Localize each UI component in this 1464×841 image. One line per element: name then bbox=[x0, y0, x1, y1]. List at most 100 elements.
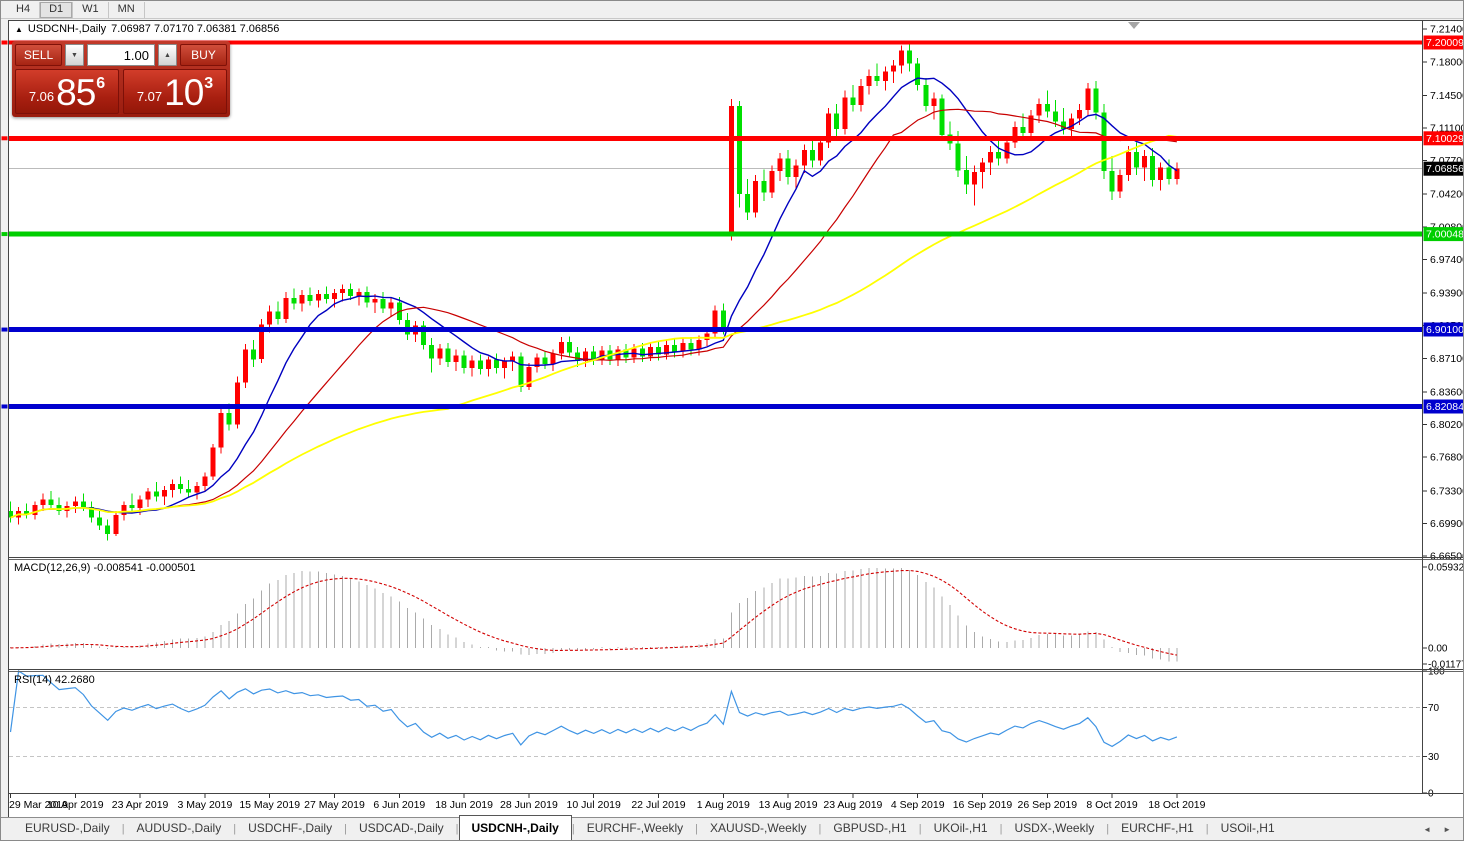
svg-text:0.059323: 0.059323 bbox=[1428, 563, 1464, 574]
moving-averages-layer bbox=[10, 77, 1178, 519]
svg-text:70: 70 bbox=[1428, 703, 1440, 714]
chart-tab-usdchf-daily[interactable]: USDCHF-,Daily bbox=[248, 821, 333, 835]
svg-text:16 Sep 2019: 16 Sep 2019 bbox=[953, 799, 1013, 811]
timeframe-mn-button[interactable]: MN bbox=[109, 1, 145, 18]
buy-price-prefix: 7.07 bbox=[136, 89, 163, 104]
chart-ohlc-values: 7.06987 7.07170 7.06381 7.06856 bbox=[111, 23, 280, 35]
buy-price-big: 10 bbox=[164, 71, 204, 113]
svg-text:7.21400: 7.21400 bbox=[1430, 24, 1464, 36]
sell-price-prefix: 7.06 bbox=[28, 89, 55, 104]
svg-text:18 Oct 2019: 18 Oct 2019 bbox=[1148, 799, 1205, 811]
tab-separator: | bbox=[571, 823, 575, 835]
tab-separator: | bbox=[344, 823, 347, 835]
horizontal-lines-layer[interactable] bbox=[1, 40, 1424, 409]
tabs-scroll-left-icon[interactable]: ◄ bbox=[1423, 825, 1432, 834]
chart-tab-eurchf-h1[interactable]: EURCHF-,H1 bbox=[1121, 821, 1194, 835]
tab-separator: | bbox=[695, 823, 699, 835]
timeframe-h4-button[interactable]: H4 bbox=[7, 1, 41, 18]
collapse-panel-icon[interactable]: ▲ bbox=[15, 24, 23, 34]
chart-shift-icon[interactable] bbox=[1128, 22, 1140, 29]
svg-text:29 Mar 2019: 29 Mar 2019 bbox=[9, 799, 68, 811]
chart-tab-eurusd-daily[interactable]: EURUSD-,Daily bbox=[25, 821, 110, 835]
chart-tab-audusd-daily[interactable]: AUDUSD-,Daily bbox=[136, 821, 222, 835]
chart-tab-usdcnh-daily[interactable]: USDCNH-,Daily bbox=[458, 815, 572, 840]
svg-text:7.04200: 7.04200 bbox=[1430, 189, 1464, 201]
buy-price-sup: 3 bbox=[204, 75, 214, 92]
chart-tab-gbpusd-h1[interactable]: GBPUSD-,H1 bbox=[833, 821, 907, 835]
svg-text:7.06856: 7.06856 bbox=[1426, 163, 1464, 175]
chart-tab-usdcad-daily[interactable]: USDCAD-,Daily bbox=[358, 821, 444, 835]
spin-up-icon: ▲ bbox=[164, 51, 171, 59]
svg-text:-0.011773: -0.011773 bbox=[1428, 660, 1464, 671]
timeframe-toolbar: H4 D1 W1 MN bbox=[1, 1, 1463, 19]
svg-text:23 Aug 2019: 23 Aug 2019 bbox=[823, 799, 882, 811]
tabs-scroll-right-icon[interactable]: ► bbox=[1443, 825, 1451, 834]
panel-frames bbox=[8, 20, 1463, 817]
svg-text:7.14500: 7.14500 bbox=[1430, 90, 1464, 102]
timeframe-d1-button[interactable]: D1 bbox=[40, 1, 74, 18]
svg-text:8 Oct 2019: 8 Oct 2019 bbox=[1086, 799, 1138, 811]
chart-tab-usdx-weekly[interactable]: USDX-,Weekly bbox=[1014, 821, 1095, 835]
svg-text:7.20009: 7.20009 bbox=[1426, 37, 1464, 49]
svg-text:6.83600: 6.83600 bbox=[1430, 386, 1464, 398]
timeframe-w1-button[interactable]: W1 bbox=[73, 1, 109, 18]
chart-tabs-bar: EURUSD-,Daily | AUDUSD-,Daily | USDCHF-,Dail… bbox=[1, 815, 1463, 840]
volume-input[interactable] bbox=[87, 44, 155, 66]
tab-separator: | bbox=[1205, 823, 1209, 835]
one-click-trading-panel: SELL ▼ ▲ BUY 7.06 85 6 7.07 10 3 bbox=[12, 41, 230, 117]
svg-text:7.00048: 7.00048 bbox=[1426, 229, 1464, 241]
macd-indicator-label: MACD(12,26,9) -0.008541 -0.000501 bbox=[14, 562, 196, 574]
svg-text:6.69900: 6.69900 bbox=[1430, 518, 1464, 530]
tab-separator: | bbox=[818, 823, 822, 835]
svg-text:0.00: 0.00 bbox=[1428, 643, 1448, 654]
svg-text:27 May 2019: 27 May 2019 bbox=[304, 799, 365, 811]
svg-text:18 Jun 2019: 18 Jun 2019 bbox=[435, 799, 493, 811]
svg-text:6.76800: 6.76800 bbox=[1430, 452, 1464, 464]
tab-separator: | bbox=[121, 823, 125, 835]
sell-price-sup: 6 bbox=[96, 75, 106, 92]
chart-symbol-label: USDCNH-,Daily bbox=[27, 23, 107, 35]
svg-text:22 Jul 2019: 22 Jul 2019 bbox=[631, 799, 685, 811]
chart-tab-eurchf-weekly[interactable]: EURCHF-,Weekly bbox=[586, 821, 684, 835]
chart-tab-usoil-h1[interactable]: USOil-,H1 bbox=[1220, 821, 1275, 835]
svg-text:7.18000: 7.18000 bbox=[1430, 56, 1464, 68]
tab-separator: | bbox=[999, 823, 1003, 835]
svg-text:6.87100: 6.87100 bbox=[1430, 353, 1464, 365]
svg-text:6.93900: 6.93900 bbox=[1430, 288, 1464, 300]
svg-text:1 Aug 2019: 1 Aug 2019 bbox=[697, 799, 750, 811]
tab-separator: | bbox=[1106, 823, 1110, 835]
sell-price-big: 85 bbox=[56, 71, 96, 113]
chart-tab-ukoil-h1[interactable]: UKOil-,H1 bbox=[933, 821, 988, 835]
volume-decrease-button[interactable]: ▼ bbox=[65, 44, 84, 66]
tab-scroll-controls: ◄ ► bbox=[1411, 825, 1463, 840]
svg-text:28 Jun 2019: 28 Jun 2019 bbox=[500, 799, 558, 811]
price-axis[interactable]: 7.214007.180007.145007.111007.077007.042… bbox=[1423, 24, 1464, 563]
svg-text:13 Aug 2019: 13 Aug 2019 bbox=[759, 799, 818, 811]
svg-text:6.90100: 6.90100 bbox=[1426, 324, 1464, 336]
svg-text:10 Jul 2019: 10 Jul 2019 bbox=[567, 799, 621, 811]
tab-separator: | bbox=[233, 823, 237, 835]
svg-text:6.73300: 6.73300 bbox=[1430, 485, 1464, 497]
svg-text:7.10029: 7.10029 bbox=[1426, 133, 1464, 145]
sell-price-box[interactable]: 7.06 85 6 bbox=[15, 69, 119, 114]
macd-panel bbox=[10, 567, 1178, 662]
chart-tab-xauusd-weekly[interactable]: XAUUSD-,Weekly bbox=[710, 821, 807, 835]
tab-separator: | bbox=[455, 823, 459, 835]
svg-text:30: 30 bbox=[1428, 752, 1440, 763]
svg-text:15 May 2019: 15 May 2019 bbox=[239, 799, 300, 811]
svg-text:10 Apr 2019: 10 Apr 2019 bbox=[47, 799, 104, 811]
svg-text:6.80200: 6.80200 bbox=[1430, 419, 1464, 431]
volume-increase-button[interactable]: ▲ bbox=[158, 44, 177, 66]
macd-axis[interactable]: 0.059323 0.00 -0.011773 bbox=[1423, 563, 1464, 671]
buy-price-box[interactable]: 7.07 10 3 bbox=[123, 69, 227, 114]
rsi-indicator-label: RSI(14) 42.2680 bbox=[14, 674, 95, 686]
sell-button[interactable]: SELL bbox=[15, 44, 62, 66]
svg-text:23 Apr 2019: 23 Apr 2019 bbox=[112, 799, 169, 811]
buy-button[interactable]: BUY bbox=[180, 44, 227, 66]
svg-text:4 Sep 2019: 4 Sep 2019 bbox=[891, 799, 945, 811]
candles-layer bbox=[8, 44, 1180, 541]
svg-text:6.82084: 6.82084 bbox=[1426, 401, 1464, 413]
